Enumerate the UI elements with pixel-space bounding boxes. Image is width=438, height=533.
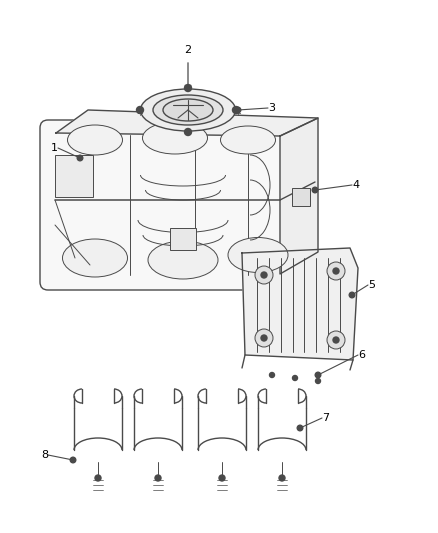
- Circle shape: [315, 378, 321, 384]
- Circle shape: [297, 425, 303, 431]
- Circle shape: [235, 107, 241, 113]
- Ellipse shape: [153, 95, 223, 125]
- Circle shape: [77, 155, 83, 161]
- Circle shape: [293, 376, 297, 381]
- Circle shape: [184, 85, 191, 92]
- Text: 1: 1: [51, 143, 58, 153]
- Ellipse shape: [142, 122, 208, 154]
- Circle shape: [184, 128, 191, 135]
- Circle shape: [269, 373, 275, 377]
- Ellipse shape: [148, 241, 218, 279]
- Circle shape: [155, 475, 161, 481]
- Circle shape: [137, 107, 144, 114]
- Bar: [55, 155, 93, 197]
- Ellipse shape: [67, 125, 123, 155]
- Ellipse shape: [228, 238, 288, 272]
- Ellipse shape: [220, 126, 276, 154]
- Polygon shape: [280, 118, 318, 274]
- Text: 8: 8: [41, 450, 48, 460]
- Circle shape: [312, 187, 318, 193]
- Ellipse shape: [141, 89, 236, 131]
- Text: 3: 3: [268, 103, 275, 113]
- Text: 2: 2: [184, 45, 191, 55]
- Circle shape: [261, 272, 267, 278]
- Circle shape: [255, 329, 273, 347]
- Circle shape: [333, 337, 339, 343]
- Circle shape: [327, 262, 345, 280]
- FancyBboxPatch shape: [40, 120, 293, 290]
- Circle shape: [95, 475, 101, 481]
- Circle shape: [261, 335, 267, 341]
- Ellipse shape: [163, 99, 213, 121]
- Circle shape: [70, 457, 76, 463]
- Circle shape: [279, 475, 285, 481]
- Circle shape: [333, 268, 339, 274]
- Circle shape: [315, 372, 321, 378]
- Bar: [292, 188, 310, 206]
- Text: 5: 5: [368, 280, 375, 290]
- Circle shape: [349, 292, 355, 298]
- Text: +: +: [235, 109, 241, 117]
- Text: 4: 4: [352, 180, 359, 190]
- Circle shape: [233, 107, 240, 114]
- Text: 7: 7: [322, 413, 329, 423]
- Polygon shape: [56, 110, 318, 136]
- Text: 6: 6: [358, 350, 365, 360]
- Bar: [170, 228, 196, 250]
- Circle shape: [219, 475, 225, 481]
- Circle shape: [255, 266, 273, 284]
- Polygon shape: [242, 248, 358, 360]
- Circle shape: [327, 331, 345, 349]
- Text: +: +: [137, 109, 143, 117]
- Ellipse shape: [63, 239, 127, 277]
